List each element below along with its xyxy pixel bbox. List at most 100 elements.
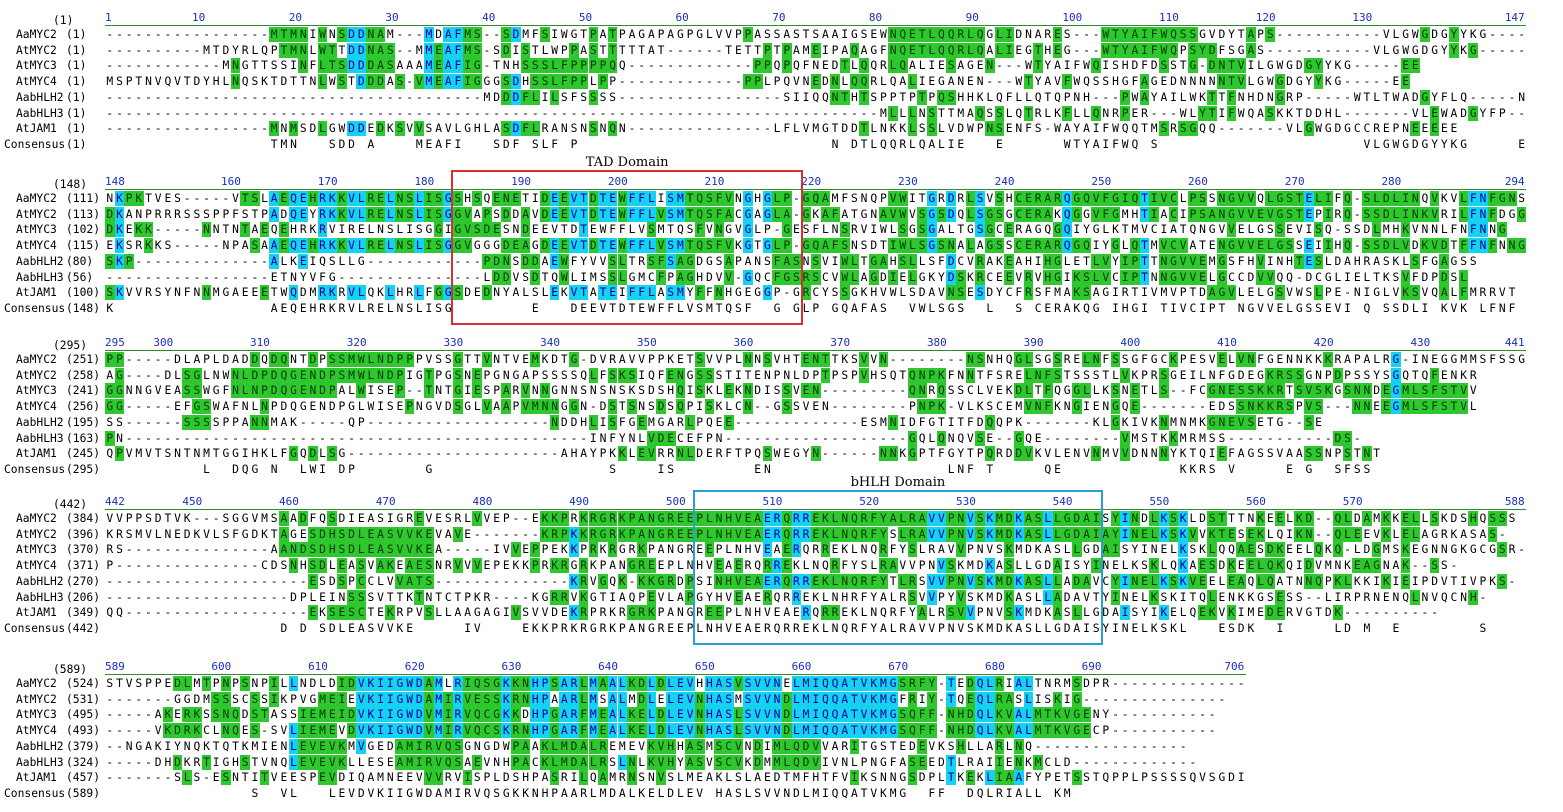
residue: M: [801, 676, 811, 691]
consensus-start: (148): [66, 301, 100, 316]
residue: R: [907, 691, 918, 707]
residue: -: [173, 590, 183, 605]
residue: -: [521, 446, 531, 461]
residue: V: [1372, 527, 1382, 542]
residue: L: [1207, 270, 1217, 285]
consensus-residue: S: [734, 301, 744, 316]
ruler-line: [105, 509, 1527, 510]
residue: S: [704, 367, 715, 383]
residue: -: [530, 106, 540, 121]
residue: -: [1178, 676, 1188, 691]
residue: T: [1236, 27, 1246, 42]
residue: K: [811, 207, 821, 222]
residue: -: [1285, 431, 1295, 446]
residue: -: [937, 676, 947, 691]
residue: -: [772, 431, 782, 446]
residue: G: [1256, 590, 1266, 605]
residue: Q: [279, 383, 289, 399]
residue: Q: [1246, 106, 1256, 121]
residue: L: [792, 121, 802, 136]
residue: T: [859, 89, 869, 105]
residue: -: [173, 238, 183, 253]
residue: V: [462, 723, 473, 739]
residue: N: [714, 431, 724, 446]
residue: E: [1429, 121, 1440, 137]
residue: D: [501, 42, 512, 58]
residue: N: [1304, 526, 1314, 542]
residue: -: [134, 58, 144, 73]
ruler-tick: 340: [540, 337, 560, 349]
residue: G: [1217, 253, 1227, 269]
residue: T: [579, 27, 589, 42]
residue: V: [1468, 574, 1478, 589]
residue: -: [772, 90, 782, 105]
residue: T: [492, 58, 502, 73]
residue: I: [405, 368, 415, 383]
residue: -: [1178, 692, 1188, 707]
residue: -: [221, 106, 231, 121]
residue: -: [472, 90, 482, 105]
residue: E: [250, 285, 260, 300]
residue: I: [1082, 399, 1092, 414]
residue: -: [211, 191, 221, 206]
residue: -: [182, 222, 192, 237]
residue: K: [1246, 590, 1256, 605]
residue: S: [550, 368, 560, 383]
residue: T: [1449, 383, 1459, 399]
residue: A: [1439, 285, 1450, 301]
residue: A: [520, 738, 531, 754]
residue: N: [956, 74, 966, 89]
residue: N: [337, 590, 347, 605]
residue: T: [1294, 253, 1305, 269]
residue: F: [1149, 42, 1160, 58]
residue: G: [801, 206, 811, 222]
residue: T: [521, 191, 531, 206]
residue: F: [1429, 367, 1440, 383]
residue: Q: [820, 707, 831, 723]
consensus-residue: Q: [240, 462, 250, 477]
residue: Q: [897, 27, 908, 42]
residue: E: [1081, 723, 1092, 739]
residue: G: [443, 285, 454, 301]
residue: R: [453, 691, 463, 707]
consensus-residue: Y: [1439, 137, 1449, 152]
consensus-residue: A: [356, 621, 366, 636]
residue: N: [714, 526, 724, 542]
residue: Q: [1198, 446, 1208, 461]
residue: S: [134, 676, 144, 691]
residue: S: [1313, 253, 1324, 269]
residue: R: [1023, 269, 1034, 285]
residue: L: [665, 676, 676, 691]
residue: Q: [1062, 191, 1072, 206]
residue: -: [221, 254, 231, 269]
residue: D: [356, 58, 367, 74]
residue: K: [114, 285, 125, 301]
residue: S: [1304, 414, 1314, 430]
residue: -: [1352, 74, 1362, 89]
residue: M: [202, 692, 212, 707]
residue: T: [279, 42, 289, 58]
residue: N: [984, 121, 995, 137]
residue: -: [1381, 106, 1391, 121]
residue: V: [1304, 383, 1314, 399]
residue: W: [501, 739, 511, 754]
residue: M: [830, 191, 840, 206]
residue: N: [250, 676, 260, 691]
residue: C: [1168, 206, 1179, 222]
residue: Q: [230, 723, 241, 739]
consensus-residue: S: [318, 621, 328, 636]
sequence-start: (206): [66, 590, 100, 605]
consensus-residue: S: [956, 301, 966, 316]
residue: S: [723, 723, 734, 739]
residue: E: [675, 723, 686, 739]
consensus-residue: S: [405, 301, 415, 316]
residue: E: [1400, 58, 1411, 74]
residue: N: [134, 207, 144, 222]
residue: D: [965, 676, 976, 691]
residue: -: [637, 121, 647, 136]
residue: K: [1400, 558, 1411, 574]
residue: Q: [810, 191, 821, 206]
residue: -: [231, 270, 241, 285]
residue: T: [656, 43, 666, 58]
residue: N: [163, 527, 173, 542]
